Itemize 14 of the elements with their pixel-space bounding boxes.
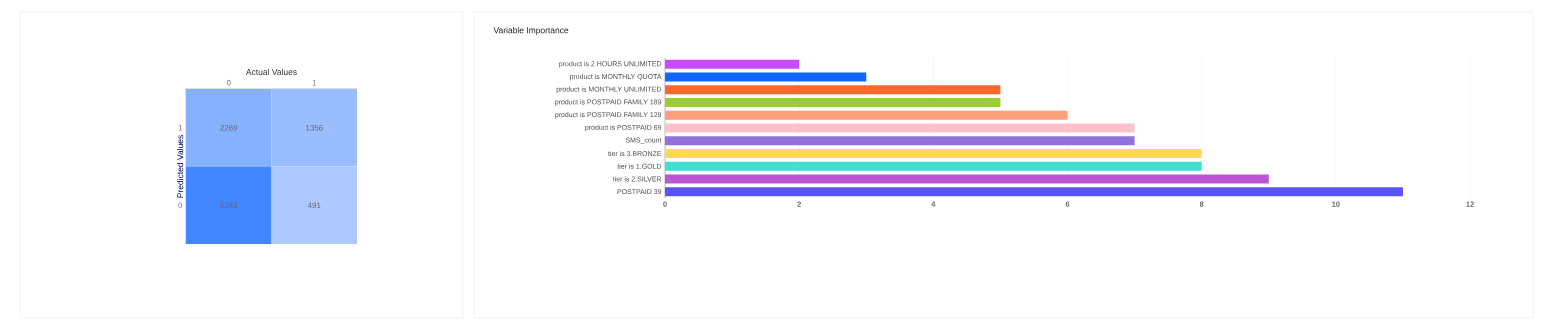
bar — [665, 123, 1135, 133]
bar — [665, 98, 1001, 108]
bar — [665, 187, 1403, 197]
bar — [665, 85, 1001, 95]
bar — [665, 110, 1068, 120]
bar — [665, 148, 1202, 158]
x-axis-title: Actual Values — [245, 68, 297, 75]
bar — [665, 136, 1135, 146]
y-axis-title: Predicted Values — [176, 135, 184, 198]
bar — [665, 72, 867, 82]
text: Variable Importance — [493, 27, 569, 35]
bar — [665, 161, 1202, 171]
bar — [665, 59, 800, 69]
bar — [665, 174, 1269, 184]
